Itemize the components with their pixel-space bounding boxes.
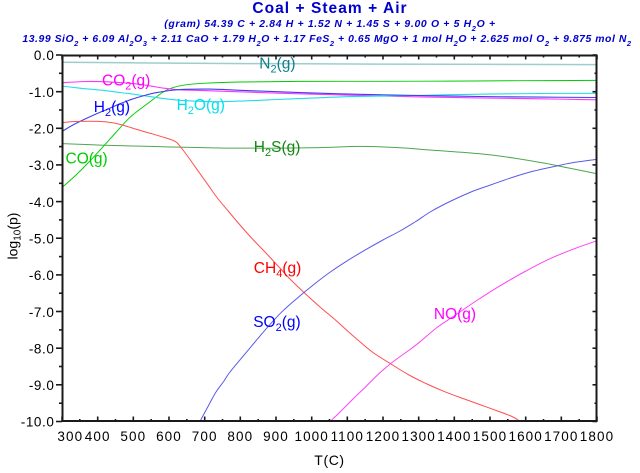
svg-text:1100: 1100 bbox=[331, 429, 364, 444]
svg-text:log10(p): log10(p) bbox=[5, 213, 24, 260]
svg-text:800: 800 bbox=[227, 429, 253, 444]
svg-text:T(C): T(C) bbox=[314, 452, 344, 468]
svg-text:300: 300 bbox=[57, 429, 83, 444]
svg-text:1200: 1200 bbox=[366, 429, 400, 444]
svg-text:H2​S(g): H2​S(g) bbox=[254, 139, 301, 159]
svg-text:SO2​(g): SO2​(g) bbox=[253, 314, 300, 334]
svg-text:-10.0: -10.0 bbox=[21, 415, 55, 430]
svg-text:400: 400 bbox=[85, 429, 111, 444]
svg-text:-8.0: -8.0 bbox=[29, 341, 55, 356]
svg-text:1600: 1600 bbox=[508, 429, 542, 444]
svg-text:H2​(g): H2​(g) bbox=[94, 99, 130, 119]
svg-text:CO2​(g): CO2​(g) bbox=[102, 73, 150, 93]
svg-text:1800: 1800 bbox=[580, 429, 614, 444]
svg-text:NO(g): NO(g) bbox=[434, 306, 476, 323]
svg-text:-2.0: -2.0 bbox=[29, 122, 55, 137]
svg-text:0.0: 0.0 bbox=[34, 48, 55, 63]
svg-text:-6.0: -6.0 bbox=[29, 268, 55, 283]
svg-text:-5.0: -5.0 bbox=[29, 231, 55, 246]
svg-text:N2​(g): N2​(g) bbox=[259, 56, 295, 76]
svg-text:-9.0: -9.0 bbox=[29, 378, 55, 393]
svg-text:1700: 1700 bbox=[544, 429, 578, 444]
svg-text:-4.0: -4.0 bbox=[29, 195, 55, 210]
svg-text:-1.0: -1.0 bbox=[29, 85, 55, 100]
svg-text:1400: 1400 bbox=[437, 429, 471, 444]
svg-text:-3.0: -3.0 bbox=[29, 158, 55, 173]
svg-text:900: 900 bbox=[263, 429, 289, 444]
svg-text:700: 700 bbox=[192, 429, 218, 444]
svg-text:CH4​(g): CH4​(g) bbox=[254, 260, 301, 280]
svg-text:600: 600 bbox=[156, 429, 182, 444]
svg-text:H2​O(g): H2​O(g) bbox=[177, 97, 225, 117]
svg-text:CO(g): CO(g) bbox=[66, 151, 108, 168]
svg-text:-7.0: -7.0 bbox=[29, 305, 55, 320]
svg-text:1000: 1000 bbox=[294, 429, 328, 444]
svg-text:1300: 1300 bbox=[401, 429, 435, 444]
svg-text:500: 500 bbox=[120, 429, 146, 444]
svg-text:1500: 1500 bbox=[473, 429, 507, 444]
